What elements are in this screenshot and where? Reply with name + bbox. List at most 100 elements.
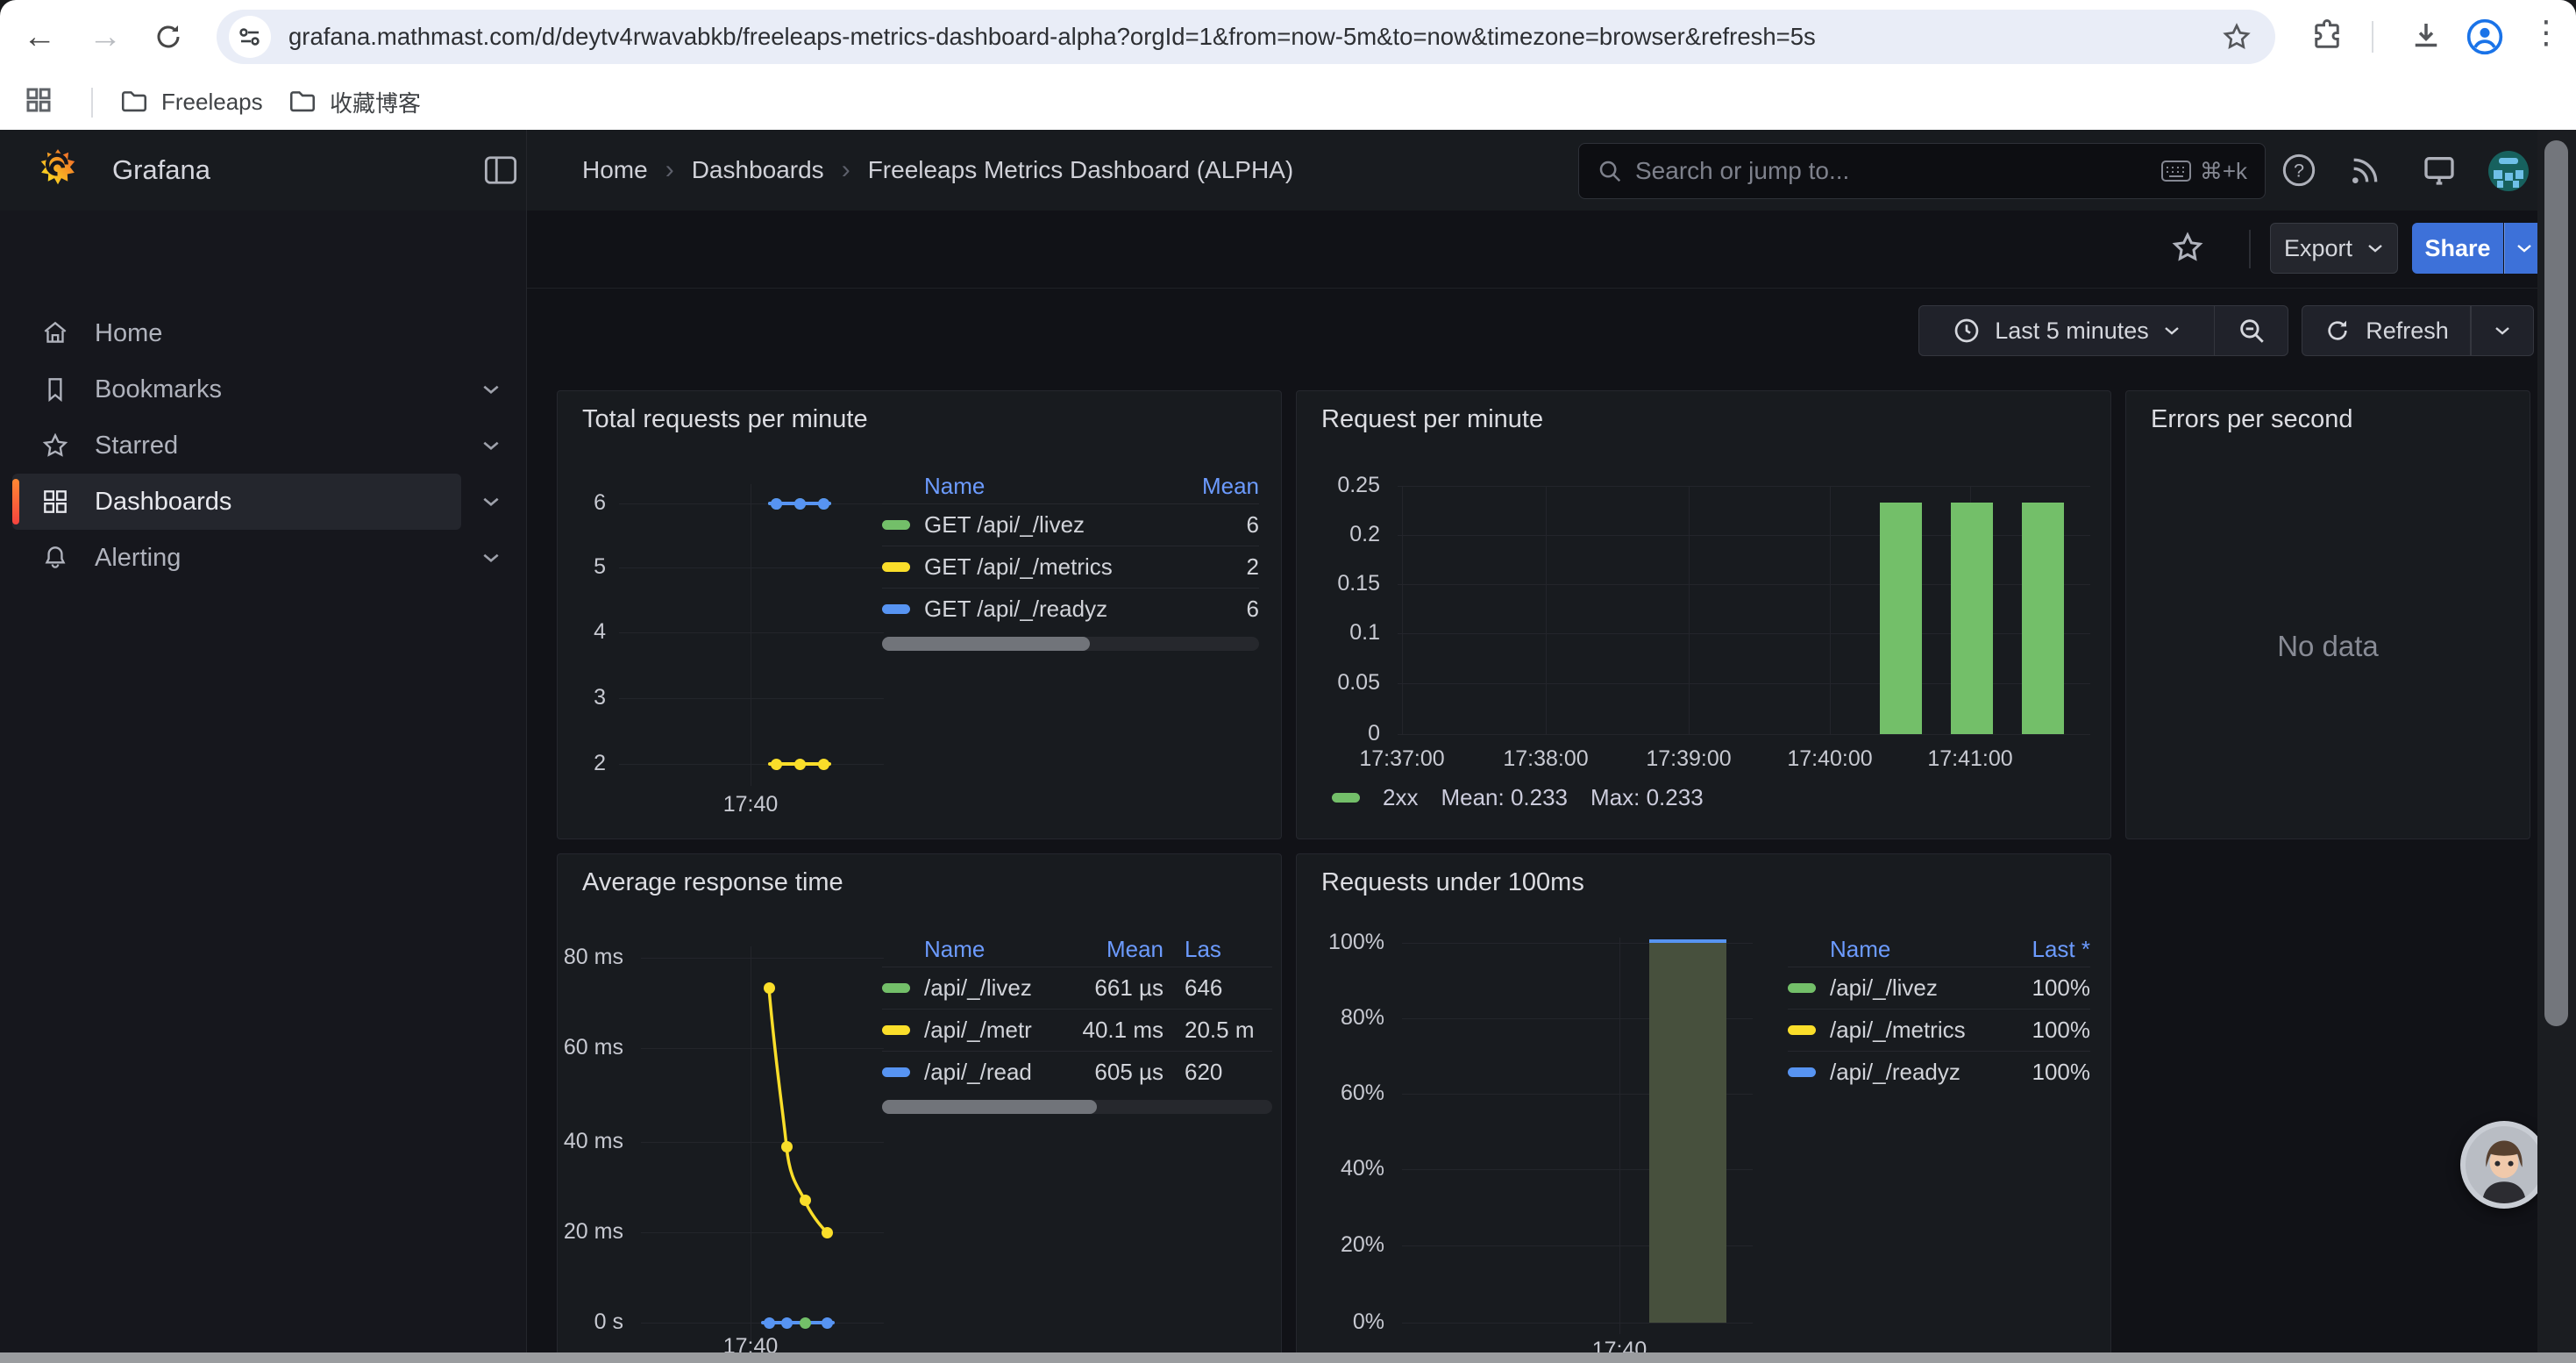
legend-row: GET /api/_/livez6 bbox=[882, 503, 1259, 546]
legend-scrollbar[interactable] bbox=[882, 637, 1259, 651]
grafana-header: Grafana Home›Dashboards›Freeleaps Metric… bbox=[0, 130, 2576, 211]
back-button[interactable]: ← bbox=[15, 12, 64, 61]
series-name[interactable]: GET /api/_/metrics bbox=[924, 553, 1180, 581]
grafana-app: Grafana Home›Dashboards›Freeleaps Metric… bbox=[0, 130, 2576, 1363]
horizontal-scrollbar[interactable] bbox=[0, 1352, 2576, 1363]
browser-menu-icon[interactable]: ⋮ bbox=[2530, 14, 2562, 51]
series-value: 646 bbox=[1163, 974, 1272, 1002]
panel-title[interactable]: Errors per second bbox=[2151, 405, 2353, 434]
series-value: 100% bbox=[1994, 1059, 2090, 1086]
share-button[interactable]: Share bbox=[2412, 223, 2503, 274]
kiosk-monitor-icon[interactable] bbox=[2422, 153, 2457, 188]
sidebar-item-alerting[interactable]: Alerting bbox=[12, 530, 461, 586]
series-name[interactable]: /api/_/livez bbox=[924, 974, 1032, 1002]
panel-under-100ms: Requests under 100ms 100%80%60%40%20%0%1… bbox=[1296, 853, 2111, 1363]
legend-header-last[interactable]: Last * bbox=[1994, 936, 2090, 963]
bookmark-folder-blogs[interactable]: 收藏博客 bbox=[275, 81, 433, 123]
bookmark-star-icon[interactable] bbox=[2221, 21, 2252, 53]
legend-header-name[interactable]: Name bbox=[924, 473, 1180, 500]
axis-tick-label: 17:38:00 bbox=[1476, 746, 1616, 772]
breadcrumb-item[interactable]: Home bbox=[582, 156, 648, 184]
search-input[interactable]: Search or jump to... ⌘+k bbox=[1578, 143, 2266, 199]
sidebar-toggle-icon[interactable] bbox=[484, 154, 517, 186]
refresh-interval-button[interactable] bbox=[2471, 305, 2534, 356]
series-value: 661 µs bbox=[1032, 974, 1163, 1002]
grid-icon bbox=[39, 487, 72, 517]
page-scrollbar-thumb[interactable] bbox=[2544, 140, 2568, 1026]
series-name[interactable]: 2xx bbox=[1383, 784, 1418, 811]
legend-header-mean[interactable]: Mean bbox=[1180, 473, 1259, 500]
legend-header-name[interactable]: Name bbox=[1830, 936, 1994, 963]
chevron-down-icon[interactable] bbox=[473, 530, 509, 586]
sidebar-item-dashboards[interactable]: Dashboards bbox=[12, 474, 461, 530]
request-per-minute-legend: 2xxMean: 0.233Max: 0.233 bbox=[1332, 784, 1704, 811]
series-name[interactable]: /api/_/readyz bbox=[924, 1059, 1032, 1086]
series-stat: Max: 0.233 bbox=[1590, 784, 1704, 811]
axis-tick-label: 40% bbox=[1314, 1156, 1384, 1181]
breadcrumb-item: Freeleaps Metrics Dashboard (ALPHA) bbox=[868, 156, 1294, 184]
user-avatar[interactable] bbox=[2488, 151, 2529, 191]
assistant-avatar[interactable] bbox=[2460, 1121, 2548, 1209]
grafana-brand[interactable]: Grafana bbox=[112, 130, 210, 211]
series-name[interactable]: /api/_/metrics bbox=[1830, 1017, 1994, 1044]
series-name[interactable]: /api/_/metrics bbox=[924, 1017, 1032, 1044]
legend-scrollbar[interactable] bbox=[882, 1100, 1272, 1114]
series-name[interactable]: GET /api/_/livez bbox=[924, 511, 1180, 539]
downloads-icon[interactable] bbox=[2408, 18, 2444, 54]
bookmark-folder-freeleaps[interactable]: Freeleaps bbox=[107, 81, 275, 123]
series-name[interactable]: /api/_/readyz bbox=[1830, 1059, 1994, 1086]
axis-tick-label: 3 bbox=[566, 685, 606, 710]
url-text[interactable]: grafana.mathmast.com/d/deytv4rwavabkb/fr… bbox=[288, 10, 2200, 64]
mega-menu: HomeBookmarks Starred Dashboards Alerting bbox=[0, 211, 527, 1363]
axis-tick-label: 0 bbox=[1323, 721, 1380, 746]
chevron-down-icon[interactable] bbox=[473, 417, 509, 474]
keyboard-icon bbox=[2161, 161, 2191, 182]
url-bar[interactable]: grafana.mathmast.com/d/deytv4rwavabkb/fr… bbox=[217, 10, 2275, 64]
data-point bbox=[800, 1317, 811, 1329]
reload-button[interactable] bbox=[144, 12, 193, 61]
extensions-icon[interactable] bbox=[2309, 18, 2345, 54]
zoom-out-button[interactable] bbox=[2215, 305, 2288, 356]
bar bbox=[2022, 503, 2064, 734]
forward-button[interactable]: → bbox=[81, 12, 130, 61]
axis-tick-label: 0.15 bbox=[1323, 571, 1380, 596]
reload-icon bbox=[153, 22, 183, 52]
data-point bbox=[771, 759, 782, 770]
time-range-picker[interactable]: Last 5 minutes bbox=[1918, 305, 2215, 356]
legend-row: /api/_/livez100% bbox=[1788, 967, 2090, 1009]
toolbar-separator bbox=[2372, 21, 2373, 53]
series-top-line bbox=[1649, 939, 1726, 943]
bookmark-label: Freeleaps bbox=[161, 89, 263, 116]
legend-scrollbar-thumb[interactable] bbox=[882, 637, 1090, 651]
site-settings-icon[interactable] bbox=[229, 16, 271, 58]
sidebar-item-label: Starred bbox=[95, 432, 461, 460]
chevron-down-icon[interactable] bbox=[473, 474, 509, 530]
grafana-logo[interactable] bbox=[35, 147, 81, 193]
export-button[interactable]: Export bbox=[2270, 223, 2398, 274]
axis-tick-label: 17:39:00 bbox=[1619, 746, 1759, 772]
axis-tick-label: 0% bbox=[1314, 1309, 1384, 1335]
refresh-button[interactable]: Refresh bbox=[2302, 305, 2471, 356]
breadcrumb-item[interactable]: Dashboards bbox=[692, 156, 824, 184]
chevron-down-icon[interactable] bbox=[473, 361, 509, 417]
series-name[interactable]: /api/_/livez bbox=[1830, 974, 1994, 1002]
panel-avg-response-time: Average response time 80 ms60 ms40 ms20 … bbox=[557, 853, 1282, 1363]
profile-avatar-icon[interactable] bbox=[2466, 18, 2504, 56]
sidebar-item-home[interactable]: Home bbox=[12, 305, 461, 361]
search-icon bbox=[1597, 158, 1623, 184]
apps-grid-icon[interactable] bbox=[23, 84, 54, 116]
news-rss-icon[interactable] bbox=[2348, 153, 2383, 188]
legend-header-las[interactable]: Las bbox=[1163, 936, 1272, 963]
series-name[interactable]: GET /api/_/readyz bbox=[924, 596, 1180, 623]
sidebar-item-bookmarks[interactable]: Bookmarks bbox=[12, 361, 461, 417]
legend-scrollbar-thumb[interactable] bbox=[882, 1100, 1097, 1114]
sidebar-item-starred[interactable]: Starred bbox=[12, 417, 461, 474]
axis-tick-label: 0.05 bbox=[1323, 670, 1380, 696]
favorite-star-icon[interactable] bbox=[2170, 230, 2205, 265]
help-icon[interactable]: ? bbox=[2281, 153, 2316, 188]
legend-header-name[interactable]: Name bbox=[924, 936, 1032, 963]
gridline bbox=[1398, 734, 2090, 735]
legend-header-mean[interactable]: Mean bbox=[1032, 936, 1163, 963]
bookmark-icon bbox=[39, 375, 72, 404]
sidebar-item-label: Dashboards bbox=[95, 488, 461, 517]
